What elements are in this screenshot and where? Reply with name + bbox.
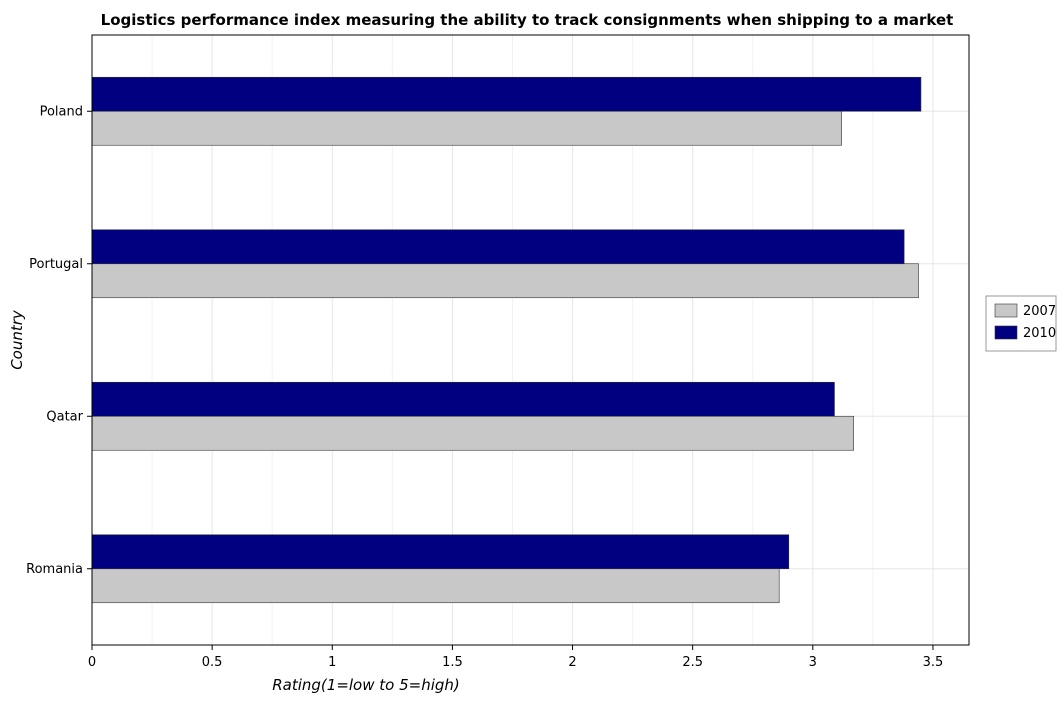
y-axis-label: Country: [8, 309, 26, 370]
chart-title: Logistics performance index measuring th…: [101, 11, 954, 29]
legend-swatch-2010: [994, 325, 1018, 340]
x-tick-label: 0: [88, 655, 96, 670]
x-tick-label: 1: [328, 655, 336, 670]
x-axis-label: Rating(1=low to 5=high): [272, 676, 460, 694]
legend-swatch-2007: [994, 303, 1018, 318]
bars: [91, 76, 922, 604]
x-tick-label: 2.5: [682, 655, 703, 670]
x-tick-label: 0.5: [202, 655, 223, 670]
x-axis-ticks: 0 0.5 1 1.5 2 2.5 3 3.5: [88, 645, 943, 670]
x-tick-label: 3.5: [923, 655, 944, 670]
x-tick-label: 1.5: [442, 655, 463, 670]
x-tick-label: 3: [809, 655, 817, 670]
bar-2007-romania: [91, 568, 780, 604]
y-tick-label: Romania: [26, 562, 83, 577]
y-tick-label: Qatar: [46, 409, 83, 424]
bar-2007-poland: [91, 110, 842, 146]
bar-2010-portugal: [91, 229, 905, 265]
y-axis-ticks: Poland Portugal Qatar Romania: [26, 104, 92, 577]
y-tick-label: Portugal: [29, 257, 83, 272]
plot-frame: [91, 34, 970, 646]
bar-2010-qatar: [91, 381, 835, 417]
legend-label-2010: 2010: [1023, 326, 1056, 341]
bar-2010-romania: [91, 534, 790, 570]
bar-2010-poland: [91, 76, 922, 112]
x-tick-label: 2: [568, 655, 576, 670]
legend-label-2007: 2007: [1023, 304, 1056, 319]
bar-2007-qatar: [91, 415, 854, 451]
legend: 2007 2010: [985, 295, 1057, 352]
y-tick-label: Poland: [40, 104, 83, 119]
bar-2007-portugal: [91, 263, 919, 299]
